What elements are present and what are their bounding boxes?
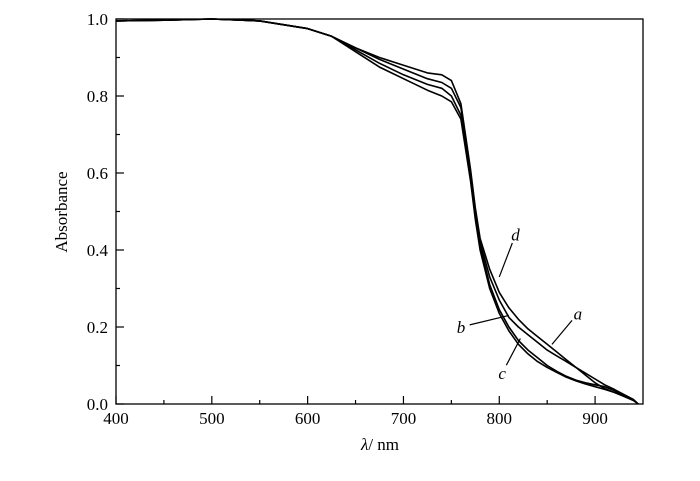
- leader-b: [469, 314, 509, 326]
- x-axis-title: λ/ nm: [360, 435, 399, 454]
- leader-c: [505, 338, 521, 366]
- y-tick-label: 0.0: [87, 395, 108, 414]
- x-tick-label: 700: [391, 409, 417, 428]
- x-tick-label: 800: [487, 409, 513, 428]
- x-axis-unit: / nm: [368, 435, 399, 454]
- label-c: c: [498, 364, 506, 383]
- axis-ticks: 400 500 600 700 800 900 0.0 0.2 0.4 0.6 0.8 1.0: [87, 10, 608, 428]
- curve-b: [115, 18, 639, 405]
- label-d: d: [511, 226, 520, 245]
- y-tick-label: 0.4: [87, 241, 109, 260]
- y-axis-title: Absorbance: [52, 171, 71, 252]
- y-tick-label: 0.8: [87, 87, 108, 106]
- x-tick-label: 600: [295, 409, 321, 428]
- x-tick-label: 500: [199, 409, 225, 428]
- x-tick-label: 900: [582, 409, 608, 428]
- curve-annotations: a b c d: [457, 226, 582, 384]
- leader-a: [551, 320, 573, 345]
- plot-frame: [115, 18, 644, 405]
- curve-a: [115, 18, 639, 405]
- y-tick-label: 1.0: [87, 10, 108, 29]
- x-tick-label: 400: [103, 409, 129, 428]
- y-tick-label: 0.2: [87, 318, 108, 337]
- label-a: a: [574, 305, 583, 324]
- label-b: b: [457, 318, 466, 337]
- x-axis-symbol: λ: [360, 435, 368, 454]
- leader-d: [498, 242, 513, 278]
- y-tick-label: 0.6: [87, 164, 108, 183]
- curve-d: [115, 18, 639, 405]
- curve-c: [115, 18, 639, 405]
- curves: [115, 18, 639, 405]
